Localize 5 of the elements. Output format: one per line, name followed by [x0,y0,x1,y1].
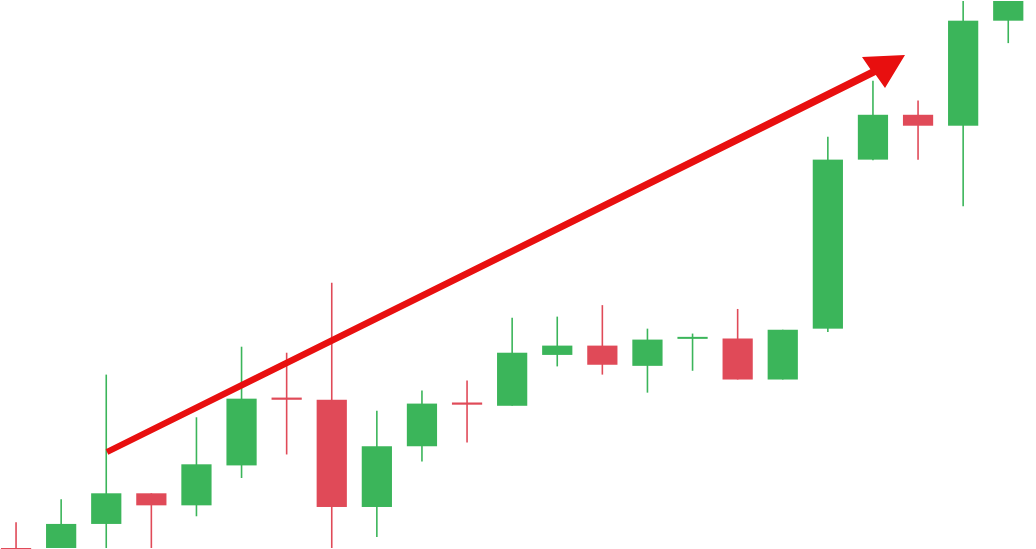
candlestick [451,379,483,444]
candlestick [0,521,32,549]
candlestick [902,99,934,161]
candlestick [677,332,708,372]
candlestick [271,351,302,456]
